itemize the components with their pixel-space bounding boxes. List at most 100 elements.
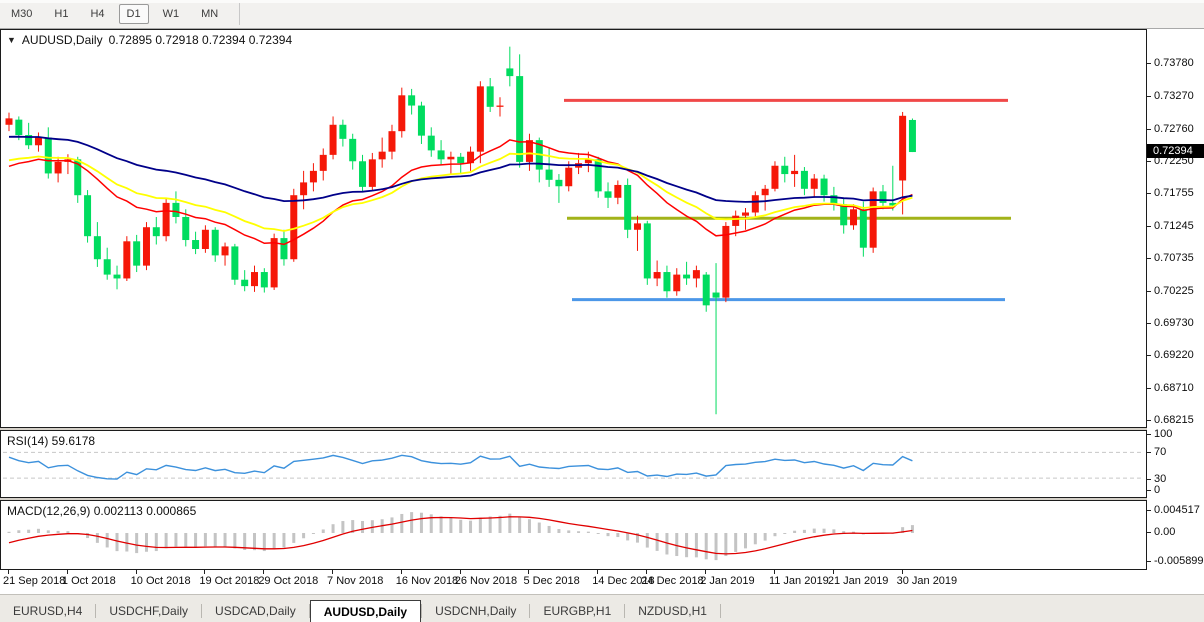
- candle-body: [722, 225, 730, 298]
- moving-average-line-20: [8, 139, 913, 246]
- candle-body: [408, 95, 416, 106]
- timeframe-button-d1[interactable]: D1: [118, 4, 149, 24]
- candle-body: [653, 272, 661, 279]
- macd-bar: [626, 533, 630, 541]
- candle-body: [791, 170, 799, 175]
- timeframe-button-mn[interactable]: MN: [201, 8, 219, 20]
- macd-bar: [46, 530, 50, 533]
- chart-tab-audusd-daily[interactable]: AUDUSD,Daily: [309, 600, 422, 622]
- candle-body: [25, 135, 33, 146]
- candle-body: [771, 165, 779, 189]
- candle-body: [742, 212, 749, 216]
- macd-bar: [557, 529, 561, 533]
- rsi-tick-label: 70: [1154, 446, 1167, 458]
- macd-bar: [616, 533, 620, 538]
- axis-tick-mark: [1147, 532, 1151, 533]
- macd-tick-label: -0.005899: [1154, 554, 1204, 567]
- date-tick-label: 1 Oct 2018: [61, 575, 116, 587]
- macd-bar: [429, 514, 433, 533]
- candle-body: [751, 195, 759, 213]
- symbol-dropdown-icon[interactable]: ▼: [7, 35, 16, 45]
- chart-tab-usdcnh-daily[interactable]: USDCNH,Daily: [435, 603, 517, 618]
- macd-bar: [469, 520, 473, 533]
- axis-tick-mark: [1147, 560, 1151, 562]
- tab-separator: [95, 603, 97, 618]
- macd-bar: [7, 531, 11, 533]
- main-chart-panel[interactable]: ▼ AUDUSD,Daily 0.72895 0.72918 0.72394 0…: [0, 29, 1147, 428]
- macd-bar: [233, 533, 237, 549]
- timeframe-button-w1[interactable]: W1: [162, 8, 180, 20]
- candle-body: [74, 159, 82, 196]
- macd-bar: [272, 533, 276, 549]
- moving-average-line-55: [8, 135, 913, 203]
- chart-tab-eurusd-h4[interactable]: EURUSD,H4: [13, 603, 83, 618]
- candle-body: [15, 119, 23, 136]
- candle-body: [241, 279, 249, 287]
- macd-tick-label: 0.00: [1154, 526, 1176, 538]
- macd-bar: [125, 533, 129, 552]
- candle-body: [486, 86, 494, 107]
- candle-body: [417, 105, 425, 136]
- tab-separator: [624, 603, 626, 618]
- candle-body: [899, 115, 907, 181]
- axis-tick-mark: [1147, 452, 1151, 453]
- candle-body: [290, 195, 298, 260]
- rsi-line: [8, 454, 913, 480]
- chart-tab-nzdusd-h1[interactable]: NZDUSD,H1: [638, 603, 707, 618]
- timeframe-button-m30[interactable]: M30: [11, 8, 33, 20]
- macd-tick-label: 0.004517: [1154, 503, 1200, 516]
- macd-indicator-panel[interactable]: MACD(12,26,9) 0.002113 0.000865: [0, 500, 1147, 570]
- candle-body: [113, 274, 121, 279]
- candle-body: [820, 178, 828, 196]
- macd-bar: [753, 533, 757, 545]
- macd-bar: [419, 512, 423, 533]
- axis-tick-mark: [135, 570, 137, 574]
- date-tick-label: 21 Sep 2018: [3, 575, 66, 587]
- axis-tick-mark: [332, 570, 334, 574]
- axis-tick-mark: [1147, 490, 1151, 491]
- macd-chart[interactable]: [1, 501, 1146, 569]
- chart-tab-usdchf-daily[interactable]: USDCHF,Daily: [109, 603, 189, 618]
- candle-body: [221, 246, 229, 256]
- candle-body: [427, 135, 435, 151]
- rsi-indicator-panel[interactable]: RSI(14) 59.6178: [0, 430, 1147, 498]
- axis-tick-mark: [1147, 161, 1151, 163]
- date-tick-label: 24 Dec 2018: [641, 575, 704, 587]
- macd-bar: [361, 521, 365, 533]
- date-tick-label: 16 Nov 2018: [395, 575, 459, 587]
- panel-splitter[interactable]: [0, 428, 1204, 430]
- candle-body: [643, 223, 651, 279]
- macd-bar: [812, 528, 816, 533]
- candle-body: [437, 150, 445, 160]
- rsi-chart[interactable]: [1, 431, 1146, 497]
- macd-bar: [488, 516, 492, 533]
- panel-splitter[interactable]: [0, 498, 1204, 500]
- macd-bar: [410, 512, 414, 533]
- candle-body: [339, 124, 347, 139]
- candle-body: [201, 229, 209, 249]
- candle-body: [555, 179, 563, 187]
- chart-tab-eurgbp-h1[interactable]: EURGBP,H1: [543, 603, 612, 618]
- candlestick-chart[interactable]: [1, 30, 1146, 427]
- macd-bar: [596, 533, 600, 534]
- macd-bar: [763, 533, 767, 541]
- candle-body: [231, 246, 239, 280]
- timeframe-button-h4[interactable]: H4: [90, 8, 105, 20]
- macd-bar: [567, 530, 571, 533]
- chart-tab-usdcad-daily[interactable]: USDCAD,Daily: [215, 603, 296, 618]
- date-tick-label: 29 Oct 2018: [258, 575, 319, 587]
- axis-tick-mark: [263, 570, 265, 574]
- price-tick-label: 0.70225: [1154, 284, 1194, 297]
- axis-tick-mark: [400, 570, 402, 574]
- candle-body: [211, 229, 219, 256]
- macd-bar: [459, 519, 463, 533]
- macd-bar: [135, 533, 139, 554]
- candle-body: [908, 119, 916, 153]
- chart-title: ▼ AUDUSD,Daily 0.72895 0.72918 0.72394 0…: [7, 33, 292, 47]
- timeframe-button-h1[interactable]: H1: [54, 8, 69, 20]
- axis-tick-mark: [597, 570, 599, 574]
- date-axis: 21 Sep 2018 1 Oct 2018 10 Oct 2018 19 Oct 2…: [0, 570, 1204, 594]
- macd-bar: [665, 533, 669, 555]
- date-tick-label: 21 Jan 2019: [827, 575, 889, 587]
- candle-body: [251, 272, 258, 287]
